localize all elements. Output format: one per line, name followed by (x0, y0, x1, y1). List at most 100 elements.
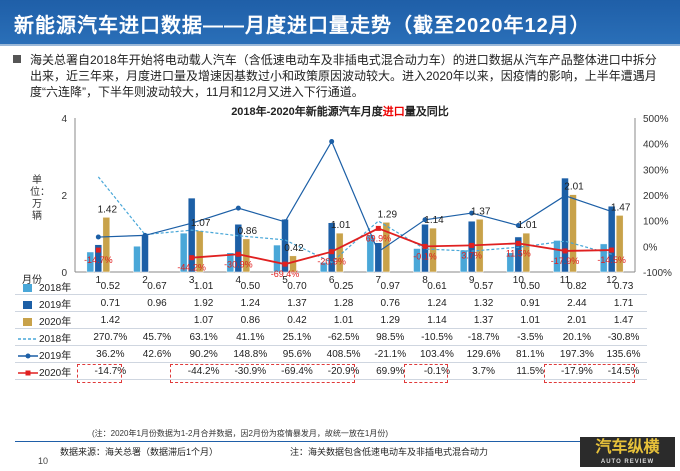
row-label: 2019年 (15, 345, 87, 363)
bar-value-label: 1.29 (378, 209, 398, 220)
legend-swatch (23, 317, 32, 326)
bar-value-label: 1.01 (331, 220, 351, 231)
bar-1 (374, 242, 383, 273)
bar-0 (273, 244, 281, 273)
highlight-box (77, 364, 122, 383)
y-tick-label: 2 (61, 191, 67, 202)
bar-0 (366, 234, 375, 273)
bar-0 (506, 252, 515, 273)
bar-0 (133, 245, 141, 273)
table-cell: 25.1% (273, 328, 321, 346)
y-tick-label: 0 (61, 268, 67, 279)
y2-tick-label: -100% (643, 268, 672, 279)
table-cell: 42.6% (133, 345, 181, 363)
table-cell: 3.7% (460, 362, 507, 380)
growth-point-1 (562, 193, 568, 199)
footer-divider (15, 441, 635, 442)
chart-title: 2018年-2020年新能源汽车月度进口量及同比 (0, 103, 680, 119)
growth-point-1 (422, 217, 428, 223)
y2-tick-label: 200% (643, 191, 669, 202)
growth-point-2 (375, 225, 381, 231)
row-label-text: 2020年 (39, 316, 72, 328)
bar-2 (429, 227, 437, 273)
table-cell (133, 362, 181, 380)
chart-title-highlight: 进口 (382, 106, 405, 118)
bar-1 (187, 197, 196, 273)
table-cell: -0.1% (413, 362, 461, 380)
table-cell: 1.14 (413, 311, 461, 329)
growth-value-label: -30.9% (224, 259, 253, 269)
bar-1 (607, 205, 616, 273)
bar-0 (413, 248, 421, 273)
table-cell: 148.8% (226, 345, 274, 363)
y2-tick-label: 300% (643, 165, 669, 176)
growth-value-label: 69.9% (366, 233, 392, 243)
table-cell: 45.7% (133, 328, 181, 346)
table-cell: 20.1% (553, 328, 601, 346)
table-row: 2020年 -14.7% -44.2% -30.9% -69.4% -20.9% 69.9%… (15, 362, 647, 380)
table-cell: 0.25 (320, 278, 367, 295)
table-cell: 0.97 (366, 278, 414, 295)
table-cell: 1.01 (320, 311, 367, 329)
growth-point-1 (329, 138, 335, 144)
table-cell: 63.1% (180, 328, 227, 346)
table-row: 2018年 0.52 0.67 1.01 0.50 0.70 0.25 0.97 0.61 0.5… (15, 278, 647, 295)
bar-value-label: 0.42 (284, 243, 304, 254)
table-cell: 41.1% (226, 328, 274, 346)
table-row: 2019年 0.71 0.96 1.92 1.24 1.37 1.28 0.76 1.24 1.3… (15, 294, 647, 312)
table-cell: 1.71 (600, 294, 647, 312)
growth-point-2 (562, 248, 568, 254)
description-text: 海关总署自2018年开始将电动载人汽车（含低速电动车及非插电式混合动力车）的进口… (30, 53, 657, 99)
y2-tick-label: 400% (643, 140, 669, 151)
table-cell: -18.7% (460, 328, 507, 346)
data-table: 2018年 0.52 0.67 1.01 0.50 0.70 0.25 0.97 0.61 0.5… (15, 278, 647, 380)
bar-value-label: 1.07 (191, 218, 211, 229)
y2-tick-label: 500% (643, 114, 669, 125)
bar-value-label: 1.37 (471, 206, 491, 217)
table-cell: 0.42 (273, 311, 321, 329)
table-cell: 1.24 (226, 294, 274, 312)
header-divider (0, 44, 680, 46)
bar-0 (319, 262, 328, 273)
growth-value-label: -17.9% (551, 256, 580, 266)
highlight-box (170, 364, 355, 383)
table-cell: 1.01 (180, 278, 227, 295)
table-cell: -44.2% (180, 362, 227, 380)
table-cell: 1.32 (460, 294, 507, 312)
table-cell: 129.6% (460, 345, 507, 363)
y-tick-label: 4 (61, 114, 67, 125)
bar-value-label: 1.14 (424, 215, 444, 226)
table-cell: 11.5% (506, 362, 554, 380)
growth-line-1 (98, 140, 612, 253)
bar-value-label: 0.86 (238, 226, 258, 237)
row-label-text: 2019年 (39, 299, 72, 311)
row-label-text: 2019年 (39, 350, 72, 362)
row-label: 2018年 (15, 328, 87, 346)
growth-line-0 (97, 176, 612, 264)
row-label-text: 2018年 (39, 282, 72, 294)
row-label: 2020年 (15, 311, 87, 329)
bar-0 (226, 252, 235, 273)
bar-0 (459, 249, 468, 273)
growth-point-2 (422, 243, 428, 249)
bar-0 (599, 243, 608, 273)
table-cell: 0.91 (506, 294, 554, 312)
row-label: 2019年 (15, 294, 87, 312)
row-label: 2020年 (15, 362, 87, 380)
table-cell: 0.57 (460, 278, 507, 295)
bar-2 (569, 194, 577, 273)
growth-point-2 (95, 247, 101, 253)
growth-point-1 (375, 249, 381, 255)
growth-point-1 (142, 232, 148, 238)
table-cell: 1.29 (366, 311, 414, 329)
logo-subtext: AUTO REVIEW (600, 459, 655, 465)
bar-2 (102, 217, 111, 273)
growth-value-label: -69.4% (271, 269, 300, 279)
growth-point-1 (282, 219, 288, 225)
legend-swatch (18, 353, 38, 359)
table-cell: 0.86 (226, 311, 274, 329)
source-note: 注：海关数据包含低速电动车及非插电式混合动力 (290, 447, 489, 457)
table-cell: 0.67 (133, 278, 181, 295)
table-cell: 69.9% (366, 362, 414, 380)
bar-1 (94, 244, 103, 273)
